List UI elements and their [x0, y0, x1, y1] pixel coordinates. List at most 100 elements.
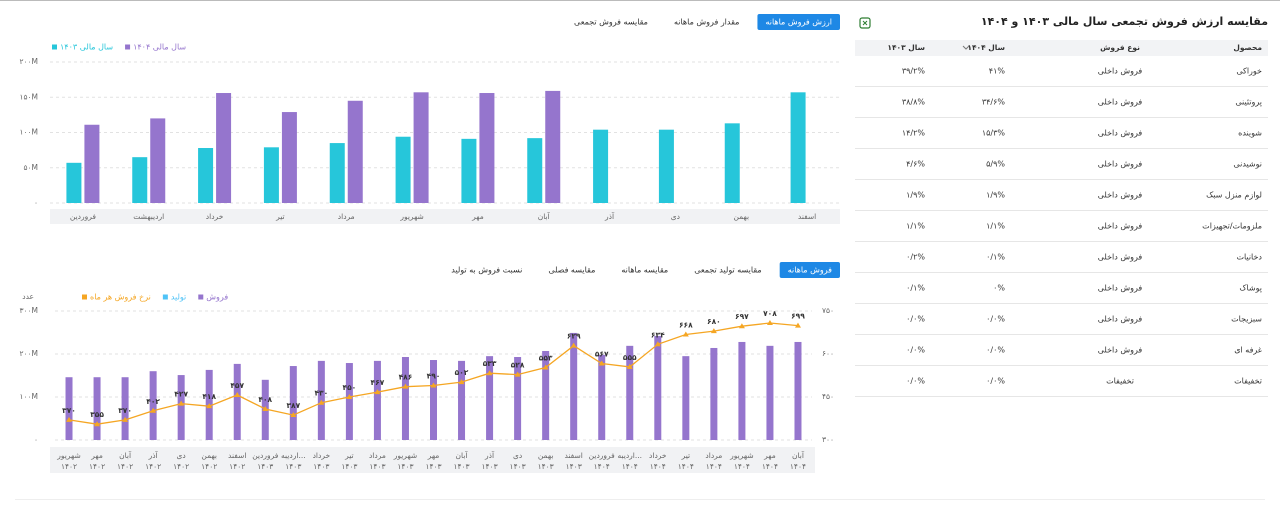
bar [65, 377, 73, 440]
x-tick-label: مرداد [369, 451, 386, 460]
data-label: ۴۱۸ [202, 392, 216, 401]
line-marker [290, 412, 297, 418]
line-marker [430, 382, 437, 388]
bar [93, 377, 101, 440]
bar [413, 92, 429, 203]
bar [514, 357, 522, 440]
tab[interactable]: مقایسه فروش تجمعی [574, 18, 648, 27]
bar [84, 124, 100, 203]
bar [347, 100, 363, 203]
tab[interactable]: مقایسه ماهانه [621, 266, 668, 275]
line-marker [122, 416, 129, 422]
data-label: ۵۳۳ [483, 359, 497, 368]
excel-icon[interactable] [859, 17, 871, 29]
data-label: ۳۷۰ [118, 406, 132, 415]
table-cell: فروش داخلی [1098, 129, 1143, 138]
table-header[interactable]: نوع فروش [1100, 43, 1140, 52]
x-tick-label: فروردین [70, 212, 97, 221]
bar [738, 341, 746, 440]
bar [345, 363, 353, 440]
bar [654, 335, 662, 440]
legend-label: نرخ فروش هر ماه [90, 293, 151, 302]
table-cell: ۰/۰% [906, 346, 925, 355]
x-tick-label: آذر [148, 450, 159, 460]
tab[interactable]: فروش ماهانه [788, 266, 832, 275]
data-label: ۴۸۶ [399, 373, 413, 382]
x-tick-label: مهر [427, 451, 440, 460]
line-marker [402, 383, 409, 389]
line-marker [66, 416, 73, 422]
data-label: ۴۶۷ [371, 378, 385, 387]
x-tick-label: آبان [538, 211, 551, 221]
x-tick-label: ۱۴۰۳ [341, 462, 357, 471]
y-tick-label: ۵۰M [23, 163, 38, 172]
data-label: ۷۰۸ [763, 309, 777, 318]
table-cell: فروش داخلی [1098, 191, 1143, 200]
table-header[interactable]: محصول [1233, 43, 1262, 52]
table-cell: ۱/۹% [986, 191, 1005, 200]
x-tick-label: ۱۴۰۳ [313, 462, 329, 471]
table-cell: فروش داخلی [1098, 253, 1143, 262]
x-tick-label: خرداد [313, 451, 331, 460]
tab[interactable]: مقایسه تولید تجمعی [694, 266, 761, 275]
data-label: ۴۵۰ [343, 383, 357, 392]
sort-icon[interactable] [962, 45, 970, 50]
data-label: ۳۸۷ [286, 401, 300, 410]
table-cell: پروتئینی [1235, 98, 1262, 107]
line-marker [682, 331, 689, 337]
bar [430, 360, 437, 440]
y-axis-label: عدد [22, 292, 34, 301]
line-marker [542, 364, 549, 370]
table-header[interactable]: سال ۱۴۰۳ [887, 43, 925, 52]
line-marker [206, 403, 213, 409]
x-tick-label: ۱۴۰۴ [678, 462, 694, 471]
x-tick-label: ۱۴۰۳ [397, 462, 413, 471]
y2-tick-label: ۶۰۰ [822, 349, 834, 358]
bar [486, 356, 494, 440]
x-tick-label: مهر [471, 212, 484, 221]
bar [281, 112, 297, 203]
line-marker [458, 379, 465, 385]
table-cell: ۱/۱% [906, 222, 925, 231]
line-marker [738, 323, 745, 329]
data-label: ۵۶۷ [595, 349, 609, 358]
table-cell: ۱/۱% [986, 222, 1005, 231]
legend-label: تولید [171, 293, 186, 302]
table-cell: ۳۹/۲% [902, 67, 926, 76]
line-marker [262, 406, 269, 412]
line-marker [654, 341, 661, 347]
x-tick-label: ۱۴۰۴ [706, 462, 722, 471]
table-header[interactable]: سال ۱۴۰۴ [967, 43, 1005, 52]
table-header-bg [855, 40, 1268, 56]
tab[interactable]: مقایسه فصلی [548, 266, 595, 275]
table-cell: ۴۱% [989, 67, 1006, 76]
bar [395, 136, 411, 203]
y-tick-label: ۲۰۰M [19, 57, 38, 66]
data-label: ۵۵۵ [623, 353, 637, 362]
tab[interactable]: مقدار فروش ماهانه [674, 18, 739, 27]
x-tick-label: اسفند [798, 212, 816, 221]
tab[interactable]: ارزش فروش ماهانه [765, 18, 832, 27]
tab-bg[interactable] [757, 14, 840, 30]
table-cell: ۰/۱% [906, 284, 925, 293]
table-cell: فروش داخلی [1098, 98, 1143, 107]
x-tick-label: تیر [344, 451, 354, 460]
tab[interactable]: نسبت فروش به تولید [451, 266, 522, 275]
line-marker [234, 391, 241, 397]
bar [479, 93, 495, 203]
x-tick-label: خرداد [649, 451, 667, 460]
table-cell: دخانیات [1236, 253, 1262, 262]
x-tick-label: خرداد [206, 212, 224, 221]
tab-bg[interactable] [779, 262, 840, 278]
y2-tick-label: ۳۰۰ [822, 435, 834, 444]
table-cell: نوشیدنی [1233, 160, 1262, 169]
bar [461, 138, 477, 203]
bar [121, 377, 129, 440]
bar [598, 354, 606, 440]
table-cell: سبزیجات [1231, 315, 1262, 324]
y-tick-label: ۳۰۰M [19, 306, 38, 315]
data-label: ۶۳۴ [651, 330, 665, 339]
table-cell: ۵/۹% [986, 160, 1005, 169]
data-label: ۴۳۰ [314, 389, 328, 398]
y2-tick-label: ۷۵۰ [822, 306, 834, 315]
